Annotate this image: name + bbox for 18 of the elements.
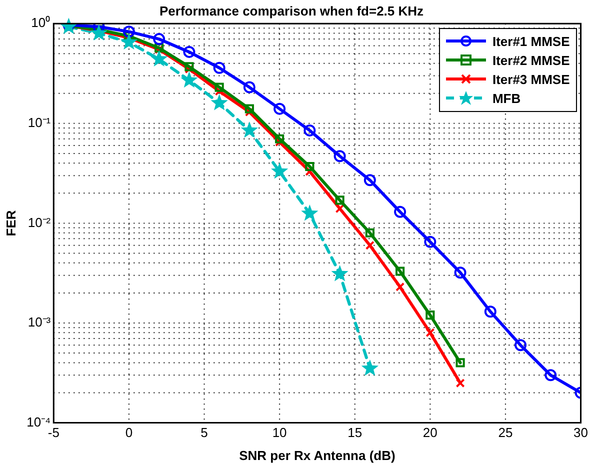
x-tick-label: 30 [574, 425, 588, 440]
x-tick-label: 10 [272, 425, 287, 440]
legend-label: Iter#3 MMSE [492, 72, 570, 87]
x-tick-label: 0 [125, 425, 133, 440]
x-tick-label: 5 [200, 425, 208, 440]
y-tick-label: 10⁻³ [28, 314, 52, 330]
legend-label: Iter#2 MMSE [492, 52, 570, 68]
x-tick-label: 15 [348, 425, 362, 440]
x-tick-label: 20 [422, 425, 438, 440]
y-tick-label: 10⁻² [28, 214, 52, 230]
x-tick-label: 25 [498, 425, 513, 440]
y-tick-label: 10⁻¹ [28, 114, 52, 130]
x-axis-title: SNR per Rx Antenna (dB) [239, 448, 396, 463]
chart-title: Performance comparison when fd=2.5 KHz [159, 3, 424, 18]
legend-label: MFB [492, 90, 521, 106]
y-tick-label: 10⁰ [31, 15, 51, 30]
legend-label: Iter#1 MMSE [492, 34, 570, 49]
y-axis-title: FER [3, 210, 18, 236]
